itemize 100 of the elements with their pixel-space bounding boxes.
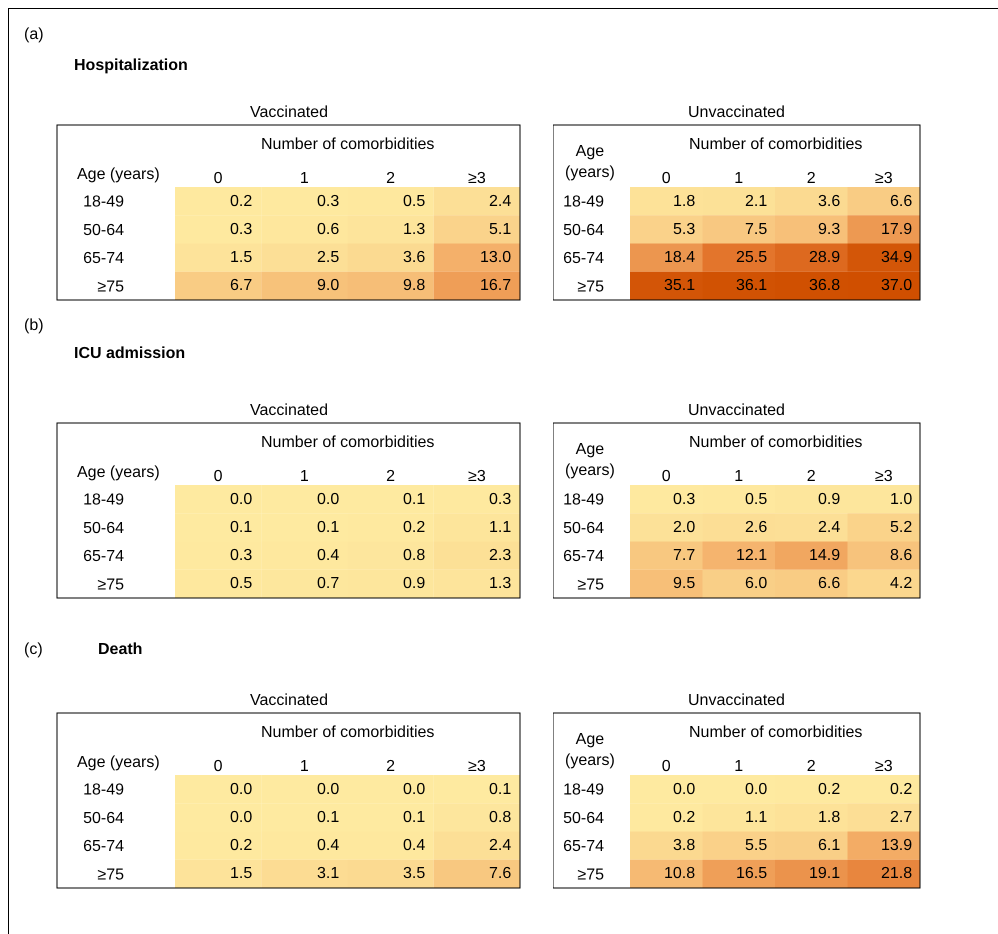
x-tick-label: 2 <box>386 758 396 775</box>
data-label: 2.1 <box>745 193 768 210</box>
data-label: 0.5 <box>230 575 252 592</box>
y-tick-label: 18-49 <box>563 782 604 799</box>
chart-title: Unvaccinated <box>688 402 785 419</box>
data-label: 3.6 <box>818 193 840 210</box>
data-label: 0.0 <box>230 781 252 798</box>
x-axis-title: Number of comorbidities <box>261 434 434 451</box>
x-tick-label: 0 <box>662 468 671 485</box>
data-label: 0.0 <box>230 491 252 508</box>
y-tick-label: ≥75 <box>577 866 604 884</box>
data-label: 0.4 <box>403 837 426 854</box>
data-label: 5.3 <box>673 221 696 238</box>
text: Hospitalization <box>74 57 188 74</box>
data-label: 13.9 <box>881 837 912 854</box>
x-tick-label: ≥3 <box>874 468 893 485</box>
text: (a) <box>24 26 44 43</box>
y-tick-label: 18-49 <box>83 194 124 211</box>
text: (b) <box>24 317 44 334</box>
y-tick-label: 18-49 <box>83 782 124 799</box>
data-label: 37.0 <box>881 277 912 294</box>
x-tick-label: 0 <box>214 758 223 775</box>
data-label: 0.8 <box>489 809 512 826</box>
x-tick-label: ≥3 <box>468 468 486 485</box>
x-tick-label: ≥3 <box>468 170 486 187</box>
data-label: 0.3 <box>673 491 696 508</box>
data-label: 9.0 <box>317 277 340 294</box>
y-tick-label: ≥75 <box>97 576 124 594</box>
data-label: 28.9 <box>809 249 840 266</box>
data-label: 0.4 <box>317 837 340 854</box>
data-label: 21.8 <box>881 865 912 882</box>
data-label: 1.3 <box>403 221 426 238</box>
data-label: 1.5 <box>230 249 252 266</box>
data-label: 0.0 <box>745 781 768 798</box>
x-axis-title: Number of comorbidities <box>261 136 434 153</box>
data-label: 0.9 <box>818 491 840 508</box>
data-label: 0.0 <box>317 781 340 798</box>
data-label: 1.0 <box>890 491 912 508</box>
x-tick-label: 1 <box>300 170 309 187</box>
y-tick-label: 50-64 <box>83 810 124 827</box>
data-label: 25.5 <box>736 249 768 266</box>
chart-title: Vaccinated <box>250 402 328 419</box>
x-tick-label: 1 <box>734 468 744 485</box>
x-axis-title: Number of comorbidities <box>689 136 862 153</box>
data-label: 0.1 <box>317 519 340 536</box>
data-label: 6.1 <box>818 837 840 854</box>
y-tick-label: 65-74 <box>563 548 604 566</box>
data-label: 1.5 <box>230 865 252 882</box>
data-label: 36.1 <box>736 277 768 294</box>
data-label: 1.1 <box>745 809 768 826</box>
data-label: 19.1 <box>809 865 840 882</box>
data-label: 9.3 <box>818 221 840 238</box>
data-label: 0.1 <box>403 491 426 508</box>
y-tick-label: ≥75 <box>97 278 124 296</box>
x-axis-title: Number of comorbidities <box>689 724 862 741</box>
data-label: 13.0 <box>480 249 512 266</box>
x-tick-label: ≥3 <box>468 758 486 775</box>
data-label: 7.7 <box>673 547 696 564</box>
data-label: 0.1 <box>317 809 340 826</box>
text: Death <box>98 641 142 658</box>
data-label: 5.2 <box>890 519 912 536</box>
data-label: 0.3 <box>489 491 512 508</box>
chart-title: Vaccinated <box>250 104 328 121</box>
data-label: 8.6 <box>890 547 912 564</box>
data-label: 1.3 <box>489 575 512 592</box>
x-tick-label: ≥3 <box>874 758 893 775</box>
data-label: 17.9 <box>881 221 912 238</box>
y-tick-label: ≥75 <box>577 278 604 296</box>
data-label: 0.3 <box>230 547 252 564</box>
data-label: 2.3 <box>489 547 512 564</box>
data-label: 1.8 <box>673 193 696 210</box>
y-tick-label: 65-74 <box>563 838 604 856</box>
y-tick-label: ≥75 <box>577 576 604 594</box>
chart-title: Vaccinated <box>250 692 328 709</box>
y-tick-label: 65-74 <box>83 838 124 856</box>
y-axis-title: Age (years) <box>565 441 615 479</box>
y-tick-label: 18-49 <box>563 194 604 211</box>
data-label: 35.1 <box>664 277 696 294</box>
data-label: 2.4 <box>818 519 840 536</box>
data-label: 2.0 <box>673 519 696 536</box>
x-tick-label: 1 <box>300 758 309 775</box>
y-tick-label: 50-64 <box>563 222 604 239</box>
data-label: 0.3 <box>317 193 340 210</box>
y-tick-label: ≥75 <box>97 866 124 884</box>
data-label: 2.6 <box>745 519 768 536</box>
text: ICU admission <box>74 345 186 362</box>
data-label: 1.8 <box>818 809 840 826</box>
data-label: 0.1 <box>230 519 252 536</box>
x-tick-label: 2 <box>806 170 816 187</box>
x-tick-label: 0 <box>214 468 223 485</box>
data-label: 9.5 <box>673 575 696 592</box>
data-label: 0.2 <box>890 781 912 798</box>
data-label: 2.4 <box>489 193 512 210</box>
y-axis-title: Age (years) <box>77 166 160 183</box>
x-tick-label: ≥3 <box>874 170 893 187</box>
chart-title: Unvaccinated <box>688 104 785 121</box>
y-tick-label: 18-49 <box>83 492 124 509</box>
text: (c) <box>24 641 43 658</box>
data-label: 2.4 <box>489 837 512 854</box>
data-label: 7.5 <box>745 221 768 238</box>
